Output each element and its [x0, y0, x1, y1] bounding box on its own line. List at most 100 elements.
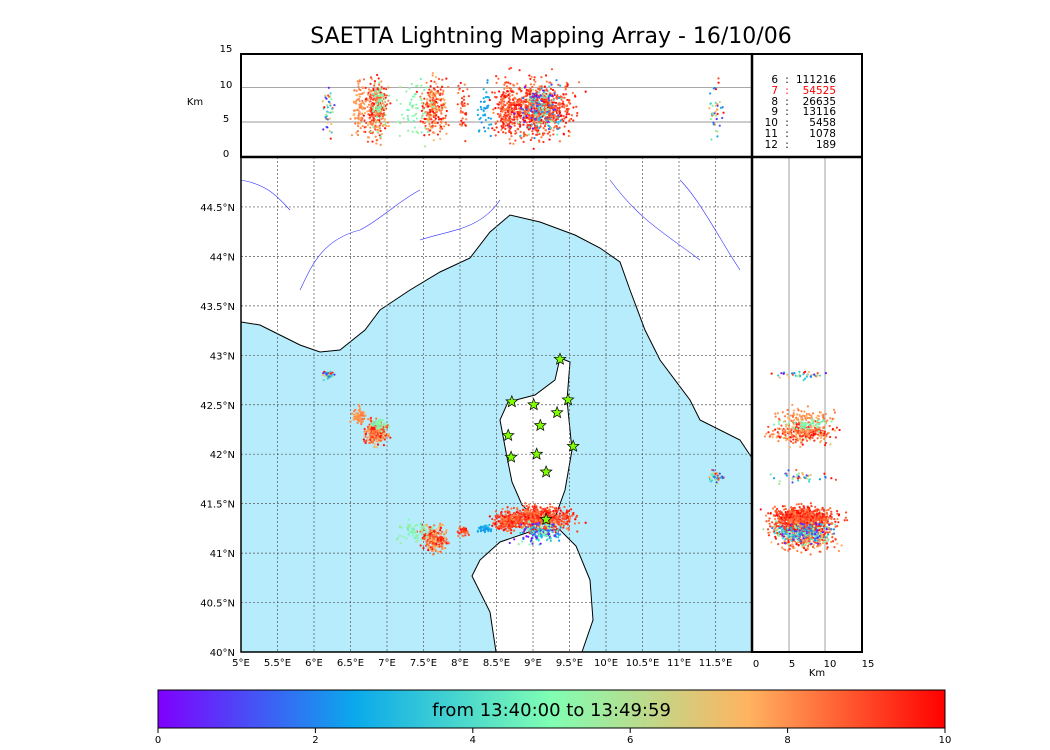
source-point [444, 530, 448, 533]
source-point [768, 517, 771, 520]
source-point [520, 525, 523, 529]
source-point [793, 421, 797, 424]
source-point [411, 534, 415, 537]
source-point [537, 520, 540, 523]
source-point [321, 100, 324, 103]
source-point [548, 125, 551, 128]
source-point [792, 438, 795, 441]
source-point [540, 513, 543, 516]
source-point [465, 118, 468, 121]
source-point [527, 111, 530, 115]
source-point [385, 103, 389, 106]
source-point [777, 543, 780, 546]
source-point [532, 103, 535, 106]
source-point [555, 532, 558, 535]
source-point [568, 520, 571, 523]
source-point [421, 120, 425, 123]
source-point [566, 516, 569, 519]
source-point [503, 521, 506, 524]
source-point [480, 526, 483, 529]
source-point [563, 505, 566, 509]
source-point [516, 507, 519, 510]
source-point [326, 106, 329, 109]
source-point [533, 107, 536, 111]
source-point [413, 114, 416, 117]
source-point [711, 104, 714, 107]
source-point [551, 112, 554, 116]
source-point [355, 412, 358, 415]
source-point [461, 529, 464, 532]
source-point [558, 512, 562, 515]
source-point [525, 108, 528, 111]
source-point [495, 525, 498, 529]
source-point [812, 430, 815, 433]
source-point [515, 107, 518, 111]
source-point [420, 109, 423, 112]
source-point [537, 113, 541, 116]
source-point [496, 112, 500, 116]
source-point [459, 109, 463, 113]
source-point [368, 89, 371, 92]
source-point [459, 528, 462, 531]
source-point [359, 89, 362, 92]
source-point [425, 524, 429, 527]
source-point [387, 433, 391, 436]
source-point [364, 100, 367, 103]
source-point [429, 108, 432, 111]
source-point [375, 439, 378, 443]
source-point [422, 108, 425, 111]
source-point [357, 98, 360, 101]
station-star-icon [529, 447, 544, 460]
source-point [561, 524, 564, 528]
source-point [422, 525, 425, 528]
source-point [503, 87, 506, 90]
source-point [716, 477, 719, 480]
source-point [387, 125, 391, 128]
source-point [368, 116, 372, 119]
source-point [521, 531, 525, 534]
source-point [367, 91, 370, 94]
source-point [525, 522, 528, 525]
source-point [378, 81, 381, 84]
source-point [562, 114, 565, 118]
source-point [506, 101, 509, 104]
source-point [506, 107, 509, 110]
source-point [322, 128, 325, 131]
source-point [708, 476, 711, 479]
source-point [538, 105, 541, 108]
source-point [361, 108, 364, 111]
source-point [574, 518, 577, 521]
source-point [460, 124, 463, 127]
source-point [375, 139, 378, 142]
source-point [531, 530, 534, 533]
source-point [354, 414, 357, 417]
source-point [563, 117, 566, 120]
source-point [497, 90, 501, 93]
source-point [528, 106, 531, 109]
source-point [505, 516, 508, 519]
source-point [494, 510, 498, 513]
source-point [378, 422, 382, 425]
source-point [804, 424, 807, 428]
source-point [329, 102, 332, 105]
source-point [484, 96, 488, 99]
source-point [479, 528, 482, 531]
source-point [795, 418, 798, 421]
source-point [763, 435, 767, 438]
source-point [441, 91, 445, 94]
source-point [534, 89, 537, 92]
source-point [564, 110, 567, 113]
source-point [523, 528, 527, 531]
source-point [529, 96, 532, 99]
source-point [510, 507, 513, 510]
source-point [427, 127, 430, 130]
source-point [543, 525, 546, 528]
source-point [500, 100, 503, 104]
source-point [419, 97, 422, 100]
source-point [521, 540, 524, 543]
source-point [363, 434, 366, 438]
source-point [716, 473, 719, 476]
source-point [577, 521, 581, 525]
source-point [438, 117, 441, 120]
source-point [376, 435, 379, 438]
